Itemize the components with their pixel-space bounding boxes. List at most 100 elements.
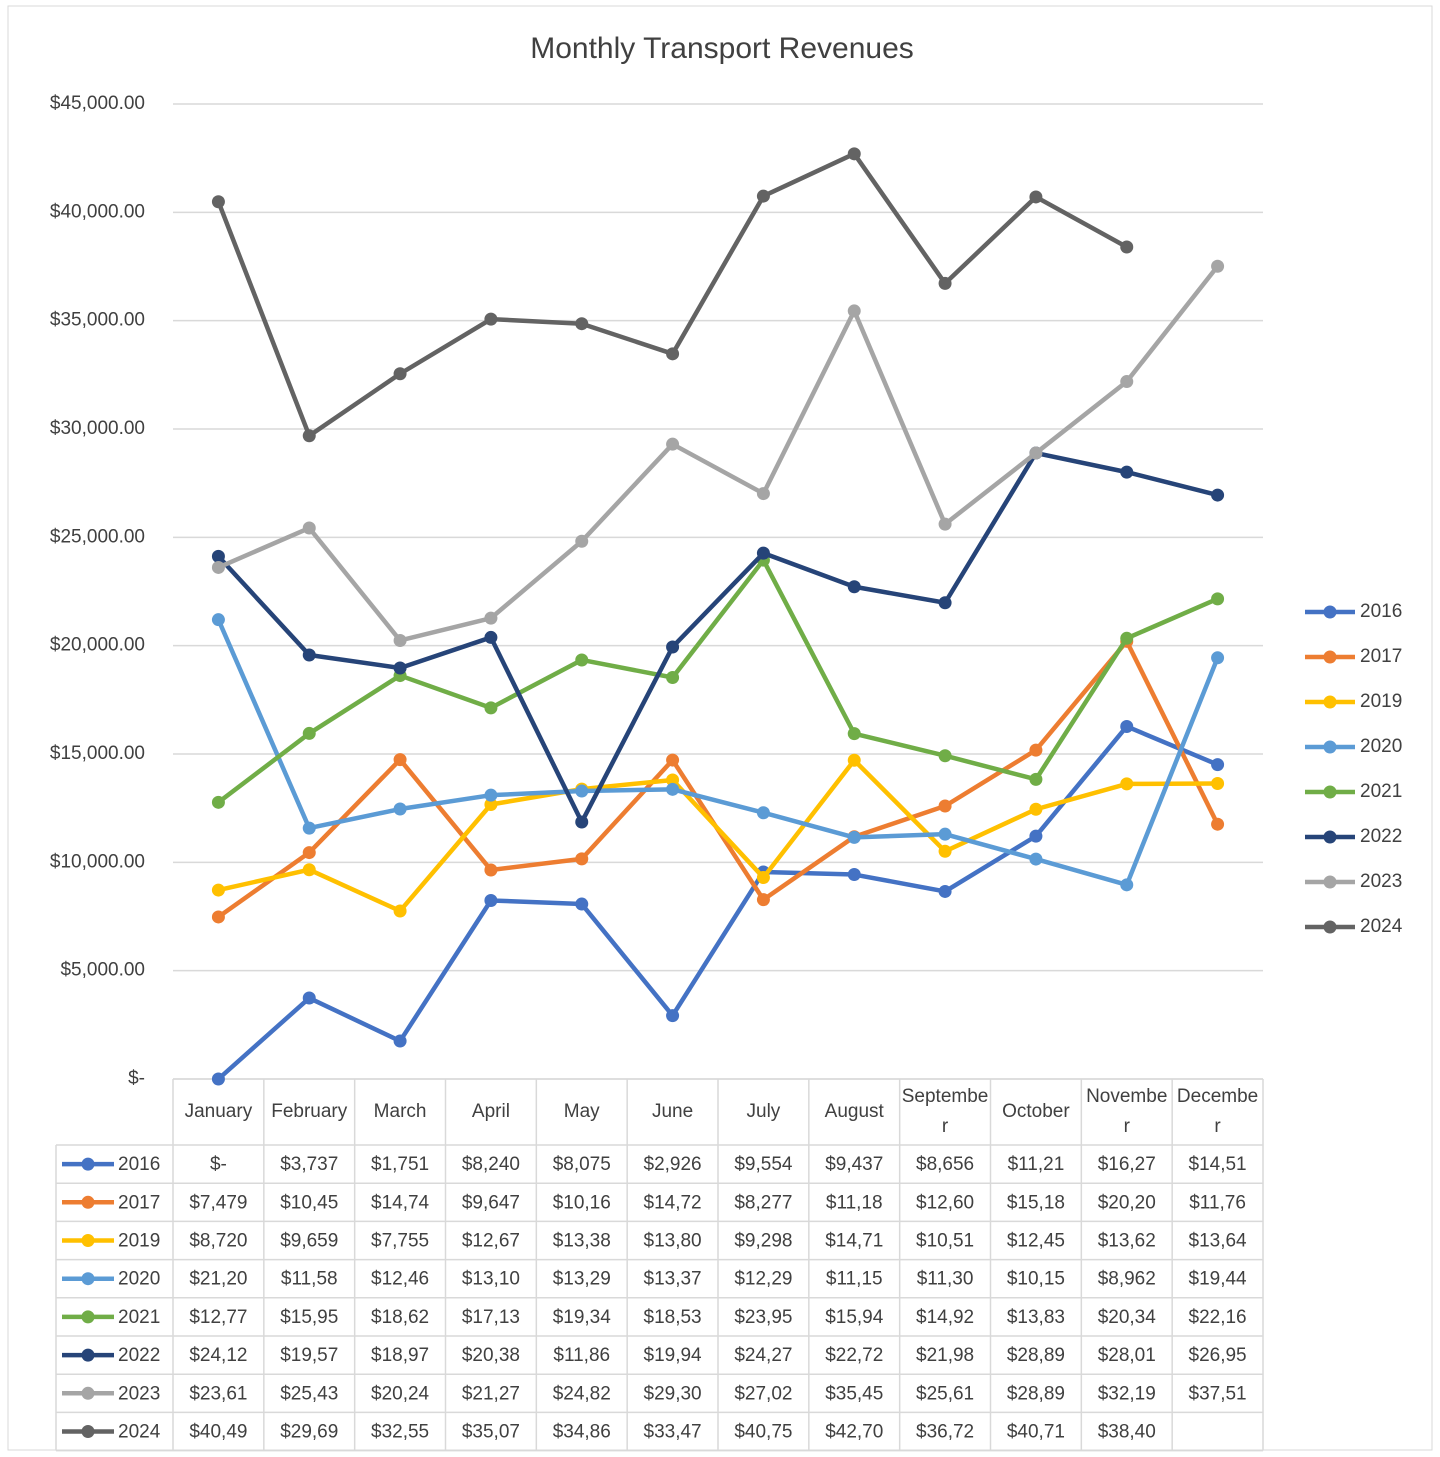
data-point (1029, 446, 1043, 460)
data-point (211, 1072, 225, 1086)
x-tick-label: December (1176, 1086, 1259, 1137)
data-point (847, 830, 861, 844)
data-point (666, 640, 680, 654)
data-point (666, 671, 680, 685)
table-cell: $12,67 (462, 1231, 520, 1252)
series-line (216, 450, 1219, 825)
table-row-label: 2017 (118, 1192, 160, 1213)
data-point (484, 893, 498, 907)
table-cell: $14,92 (916, 1307, 974, 1328)
data-point (1029, 190, 1043, 204)
data-point (938, 749, 952, 763)
data-point (1120, 375, 1134, 389)
data-point (1120, 777, 1134, 791)
data-point (302, 821, 316, 835)
table-row-label: 2020 (118, 1269, 160, 1290)
table-cell: $8,075 (553, 1154, 611, 1175)
series-line (216, 724, 1219, 1081)
table-cell: $20,20 (1098, 1192, 1156, 1213)
data-point (575, 534, 589, 548)
table-cell: $10,51 (916, 1231, 974, 1252)
data-point (211, 560, 225, 574)
x-tick-label-box: August (824, 1101, 884, 1122)
table-cell: $19,57 (280, 1345, 338, 1366)
table-cell: $11,76 (1189, 1192, 1246, 1213)
data-point (1120, 631, 1134, 645)
table-cell: $42,70 (825, 1422, 883, 1443)
data-point (938, 844, 952, 858)
data-point (484, 863, 498, 877)
data-point (1029, 829, 1043, 843)
table-cell: $18,97 (371, 1345, 429, 1366)
data-point (393, 753, 407, 767)
series-line (217, 758, 1218, 914)
data-point (847, 304, 861, 318)
table-cell: $24,82 (553, 1383, 611, 1404)
x-tick-label-box: December (1176, 1086, 1259, 1137)
data-point (211, 910, 225, 924)
data-point (484, 630, 498, 644)
table-cell: $11,15 (826, 1269, 883, 1290)
table-cell: $24,12 (189, 1345, 247, 1366)
x-tick-label: November (1086, 1086, 1168, 1137)
x-tick-label: October (1002, 1101, 1070, 1122)
data-point (1029, 852, 1043, 866)
data-point (847, 727, 861, 741)
table-cell: $12,60 (916, 1192, 974, 1213)
data-point (666, 437, 680, 451)
legend-label: 2016 (1360, 601, 1402, 622)
data-point (211, 883, 225, 897)
table-cell: $13,29 (553, 1269, 611, 1290)
table-cell: $13,38 (553, 1231, 611, 1252)
legend-label: 2023 (1360, 871, 1402, 892)
series-line (217, 264, 1220, 643)
data-point (847, 753, 861, 767)
data-point (666, 753, 680, 767)
x-tick-label-box: September (902, 1086, 989, 1137)
x-tick-label: August (824, 1101, 884, 1122)
table-cell: $9,437 (825, 1154, 883, 1175)
table-cell: $21,27 (462, 1383, 520, 1404)
data-point (756, 189, 770, 203)
data-point (575, 815, 589, 829)
table-cell: $35,07 (462, 1422, 520, 1443)
data-point (575, 784, 589, 798)
table-row-label: 2016 (118, 1154, 160, 1175)
series-line (216, 618, 1220, 888)
table-cell: $11,86 (553, 1345, 610, 1366)
data-point (666, 347, 680, 361)
data-point (847, 580, 861, 594)
data-point (1211, 817, 1225, 831)
table-key-marker (81, 1234, 95, 1247)
x-tick-label-box: June (652, 1101, 693, 1122)
data-point (1211, 758, 1225, 772)
table-key-marker (81, 1272, 95, 1286)
table-cell: $37,51 (1189, 1383, 1247, 1404)
table-cell: $23,61 (189, 1383, 247, 1404)
table-cell: $7,755 (371, 1231, 429, 1252)
data-point (393, 367, 407, 381)
data-point (1120, 719, 1134, 733)
legend-label: 2022 (1360, 826, 1402, 847)
data-point (393, 1034, 407, 1048)
y-tick-label: $30,000.00 (50, 418, 145, 439)
x-tick-label-box: October (1002, 1101, 1070, 1122)
table-cell: $11,58 (281, 1269, 338, 1290)
table-cell: $24,27 (734, 1345, 792, 1366)
data-point (393, 661, 407, 675)
table-cell: $3,737 (280, 1154, 338, 1175)
table-cell: $34,86 (553, 1422, 611, 1443)
data-point (393, 633, 407, 647)
y-tick-label: $25,000.00 (50, 526, 145, 547)
legend-marker (1323, 920, 1337, 934)
y-tick-label: $5,000.00 (60, 960, 145, 981)
legend-marker (1323, 605, 1337, 619)
table-cell: $27,02 (734, 1383, 792, 1404)
data-point (302, 846, 316, 860)
data-point (484, 312, 498, 326)
table-cell: $9,647 (462, 1192, 520, 1213)
x-tick-label: January (184, 1101, 253, 1122)
legend-marker (1323, 830, 1337, 844)
table-cell: $14,51 (1189, 1154, 1247, 1175)
